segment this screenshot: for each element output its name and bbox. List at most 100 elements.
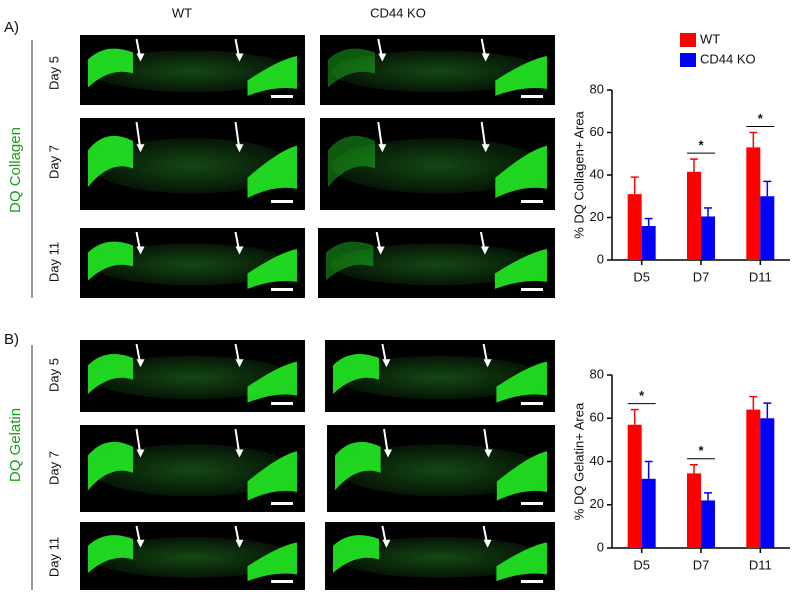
scale-bar: [271, 502, 293, 505]
day-label: Day 7: [46, 145, 61, 179]
x-tick-label: D7: [693, 269, 710, 284]
scale-bar: [521, 200, 543, 203]
tissue: [91, 138, 294, 194]
epidermis: [247, 542, 297, 582]
day-label: Day 5: [46, 358, 61, 392]
epidermis: [333, 535, 379, 573]
scale-bar: [271, 402, 293, 405]
arrow-head: [378, 53, 387, 62]
epidermis: [495, 145, 547, 199]
y-tick-label: 60: [590, 124, 604, 139]
legend-swatch: [680, 53, 696, 67]
y-tick-label: 80: [590, 366, 604, 381]
x-tick-label: D5: [633, 269, 650, 284]
bar: [627, 424, 642, 548]
legend-swatch: [680, 33, 696, 47]
column-header: WT: [172, 5, 192, 20]
arrow-head: [235, 449, 244, 458]
bar: [641, 226, 656, 260]
arrow-head: [483, 539, 492, 548]
y-tick-label: 40: [590, 166, 604, 181]
scale-bar: [271, 95, 293, 98]
tissue: [91, 536, 294, 578]
arrow-head: [384, 449, 393, 458]
significance-star: *: [639, 388, 645, 403]
arrow-head: [382, 539, 391, 548]
epidermis: [326, 241, 374, 281]
arrow-head: [136, 449, 145, 458]
y-tick-label: 80: [590, 81, 604, 96]
epidermis: [247, 451, 297, 501]
arrow-head: [480, 246, 489, 255]
tissue: [91, 50, 294, 93]
arrow-head: [376, 246, 385, 255]
panel-label: A): [4, 19, 19, 36]
epidermis: [496, 361, 547, 403]
epidermis: [333, 353, 379, 394]
epidermis: [247, 56, 297, 96]
x-tick-label: D11: [749, 557, 772, 572]
arrow-head: [136, 246, 145, 255]
epidermis: [247, 145, 297, 199]
epidermis: [88, 353, 133, 394]
bar: [760, 418, 775, 548]
bar: [687, 473, 701, 548]
epidermis: [88, 535, 133, 573]
x-tick-label: D5: [633, 557, 650, 572]
stain-label: DQ Collagen: [7, 127, 24, 213]
scale-bar: [271, 580, 293, 583]
bar: [746, 147, 761, 260]
panel-label: B): [4, 331, 19, 348]
arrow-head: [481, 53, 490, 62]
epidermis: [88, 135, 133, 187]
charts: 0 20 40 60 80 % DQ Collagen+ Area D5 D7 D11 * * WT C…: [571, 31, 790, 572]
tissue: [91, 243, 294, 286]
tissue: [336, 536, 544, 578]
bar: [687, 171, 701, 260]
scale-bar: [521, 502, 543, 505]
bar: [627, 194, 642, 260]
arrow-head: [136, 53, 145, 62]
y-tick-label: 20: [590, 209, 604, 224]
y-axis-label: % DQ Gelatin+ Area: [571, 402, 586, 520]
epidermis: [328, 48, 375, 88]
tissue: [91, 355, 294, 400]
bar: [760, 196, 775, 260]
y-axis-label: % DQ Collagen+ Area: [571, 110, 586, 238]
arrow-head: [235, 359, 244, 368]
y-tick-label: 0: [597, 251, 604, 266]
arrow-head: [382, 359, 391, 368]
y-tick-label: 60: [590, 410, 604, 425]
column-header: CD44 KO: [370, 5, 426, 20]
epidermis: [88, 441, 133, 491]
significance-star: *: [698, 138, 704, 153]
epidermis: [496, 451, 547, 501]
legend-label: WT: [700, 31, 720, 46]
day-label: Day 11: [46, 537, 61, 577]
epidermis: [494, 249, 547, 289]
arrow-head: [136, 359, 145, 368]
x-tick-label: D7: [693, 557, 710, 572]
y-tick-label: 0: [597, 539, 604, 554]
bar: [701, 500, 715, 548]
epidermis: [335, 441, 381, 491]
day-label: Day 5: [46, 56, 61, 90]
micrographs: [80, 35, 555, 590]
y-tick-label: 20: [590, 496, 604, 511]
bar: [701, 216, 715, 260]
day-label: Day 11: [46, 242, 61, 282]
scale-bar: [521, 288, 543, 291]
arrow-head: [235, 53, 244, 62]
tissue: [338, 444, 544, 497]
scale-bar: [521, 95, 543, 98]
day-label: Day 7: [46, 451, 61, 485]
epidermis: [495, 56, 547, 96]
tissue: [91, 444, 294, 497]
epidermis: [247, 361, 297, 403]
bar: [746, 409, 761, 548]
arrow-head: [378, 144, 387, 153]
x-tick-label: D11: [749, 269, 772, 284]
arrow-head: [136, 144, 145, 153]
epidermis: [88, 241, 133, 281]
